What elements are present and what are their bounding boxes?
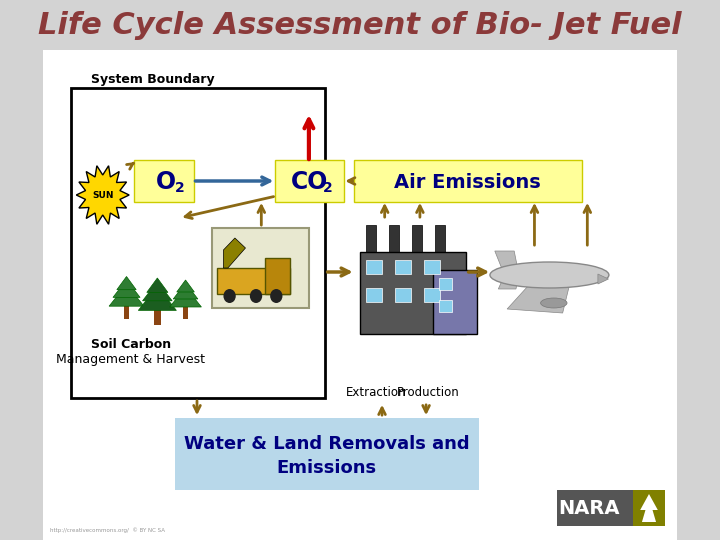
Bar (360, 252, 466, 334)
Bar (424, 260, 440, 274)
Bar (366, 260, 382, 274)
Text: Life Cycle Assessment of Bio- Jet Fuel: Life Cycle Assessment of Bio- Jet Fuel (38, 11, 682, 40)
Bar (433, 270, 477, 334)
Text: Water & Land Removals and
Emissions: Water & Land Removals and Emissions (184, 435, 469, 477)
Bar (439, 278, 451, 290)
Polygon shape (176, 280, 194, 292)
Bar (366, 225, 376, 257)
Text: Soil Carbon: Soil Carbon (91, 339, 171, 352)
Bar (633, 490, 665, 526)
Bar (71, 88, 325, 398)
Ellipse shape (490, 262, 609, 288)
Polygon shape (174, 283, 198, 299)
Text: Management & Harvest: Management & Harvest (56, 354, 205, 367)
Text: 2: 2 (323, 181, 333, 195)
Text: SUN: SUN (92, 191, 114, 199)
Polygon shape (640, 494, 658, 522)
Circle shape (270, 289, 282, 303)
Bar (412, 225, 422, 257)
Polygon shape (170, 287, 202, 307)
Text: O: O (156, 170, 176, 194)
Polygon shape (507, 277, 572, 313)
Bar (124, 306, 130, 319)
Text: System Boundary: System Boundary (91, 73, 215, 86)
Polygon shape (498, 277, 518, 289)
FancyBboxPatch shape (354, 160, 582, 202)
Bar (42, 0, 678, 50)
Bar (395, 288, 411, 302)
Bar (154, 310, 161, 325)
Bar (424, 288, 440, 302)
Polygon shape (495, 251, 518, 273)
Polygon shape (109, 284, 144, 306)
Ellipse shape (541, 298, 567, 308)
Text: Production: Production (397, 386, 460, 399)
Bar (265, 258, 289, 294)
Polygon shape (147, 278, 168, 292)
FancyBboxPatch shape (134, 160, 194, 202)
Polygon shape (117, 276, 136, 289)
Bar (175, 418, 479, 490)
Bar (183, 307, 188, 319)
Text: http://creativecommons.org/  © BY NC SA: http://creativecommons.org/ © BY NC SA (50, 527, 165, 533)
Polygon shape (598, 274, 608, 284)
Text: CO: CO (292, 170, 328, 194)
Bar (366, 288, 382, 302)
Polygon shape (138, 286, 176, 310)
Text: Extraction: Extraction (346, 386, 406, 399)
Circle shape (223, 289, 235, 303)
Text: Air Emissions: Air Emissions (394, 172, 541, 192)
Bar (217, 268, 289, 294)
Text: 2: 2 (175, 181, 185, 195)
Polygon shape (223, 238, 246, 268)
FancyBboxPatch shape (274, 160, 344, 202)
Polygon shape (76, 166, 129, 224)
Polygon shape (143, 281, 172, 301)
Text: NARA: NARA (558, 498, 620, 517)
Bar (439, 300, 451, 312)
Bar (212, 228, 309, 308)
Circle shape (250, 289, 262, 303)
Polygon shape (113, 280, 140, 298)
Bar (435, 225, 444, 257)
Bar (389, 225, 399, 257)
Bar (395, 260, 411, 274)
Bar (557, 490, 645, 526)
